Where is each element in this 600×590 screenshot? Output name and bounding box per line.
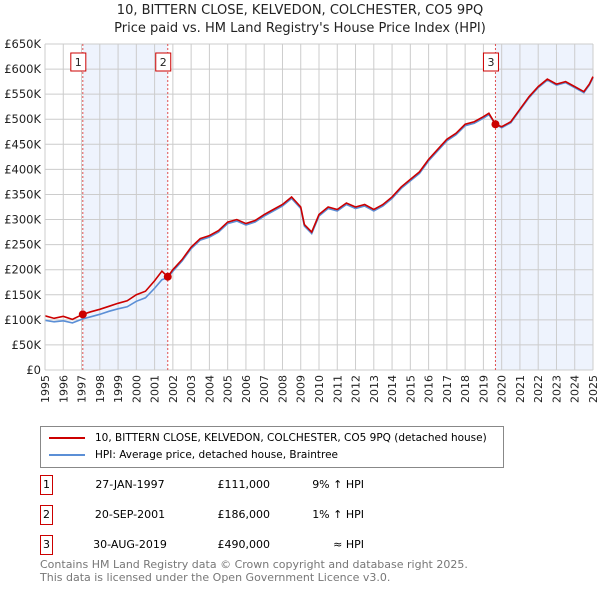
x-tick-label: 2007 <box>258 375 271 403</box>
sale-hpi: ≈ HPI <box>333 538 364 551</box>
x-tick-label: 2001 <box>149 375 162 403</box>
y-tick-label: £500K <box>4 112 41 126</box>
sale-marker-box <box>70 52 87 72</box>
x-tick-label: 2004 <box>203 375 216 403</box>
legend: 10, BITTERN CLOSE, KELVEDON, COLCHESTER,… <box>40 426 504 468</box>
sale-marker-label: 1 <box>75 56 82 69</box>
footer-line: This data is licensed under the Open Gov… <box>40 571 391 584</box>
x-tick-label: 2018 <box>459 375 472 403</box>
x-tick-label: 2015 <box>404 375 417 403</box>
sale-marker-box <box>155 52 172 72</box>
x-tick-label: 1997 <box>76 375 89 403</box>
y-tick-label: £200K <box>4 263 41 277</box>
footer: Contains HM Land Registry data © Crown c… <box>40 558 468 584</box>
sale-marker-label: 3 <box>487 56 494 69</box>
y-tick-label: £100K <box>4 313 41 327</box>
x-tick-label: 1999 <box>112 375 125 403</box>
x-tick-label: 2019 <box>477 375 490 403</box>
y-tick-label: £600K <box>4 62 41 76</box>
chart-subtitle: Price paid vs. HM Land Registry's House … <box>114 21 486 36</box>
x-tick-label: 2016 <box>423 375 436 403</box>
y-tick-label: £50K <box>12 338 42 352</box>
x-tick-label: 2013 <box>368 375 381 403</box>
y-tick-label: £650K <box>4 37 41 51</box>
legend-item-property: 10, BITTERN CLOSE, KELVEDON, COLCHESTER,… <box>49 432 487 444</box>
shaded-region <box>495 44 593 370</box>
x-tick-label: 2006 <box>240 375 253 403</box>
chart-title: 10, BITTERN CLOSE, KELVEDON, COLCHESTER,… <box>116 3 484 18</box>
y-tick-label: £450K <box>4 137 41 151</box>
y-tick-label: £0 <box>26 363 41 377</box>
sale-point <box>78 310 87 319</box>
x-tick-label: 2014 <box>386 375 399 403</box>
x-tick-label: 2000 <box>130 375 143 403</box>
sale-price: £111,000 <box>217 478 271 491</box>
legend-swatch-red <box>49 437 85 439</box>
legend-label: HPI: Average price, detached house, Brai… <box>95 449 339 461</box>
sale-price: £186,000 <box>217 508 271 521</box>
x-tick-label: 2022 <box>532 375 545 403</box>
x-tick-label: 2002 <box>167 375 180 403</box>
legend-label: 10, BITTERN CLOSE, KELVEDON, COLCHESTER,… <box>95 432 487 444</box>
sale-marker-label: 3 <box>40 535 53 555</box>
sale-marker-label: 2 <box>160 56 167 69</box>
x-tick-label: 2003 <box>185 375 198 403</box>
sale-row: 1 27-JAN-1997 £111,000 9% ↑ HPI <box>40 475 560 495</box>
sale-marker-box <box>482 52 499 72</box>
x-tick-label: 1995 <box>39 375 52 403</box>
sale-date: 30-AUG-2019 <box>93 538 167 551</box>
x-tick-label: 1998 <box>94 375 107 403</box>
sale-row: 3 30-AUG-2019 £490,000 ≈ HPI <box>40 535 560 555</box>
sale-price: £490,000 <box>217 538 271 551</box>
x-tick-label: 2021 <box>514 375 527 403</box>
legend-item-hpi: HPI: Average price, detached house, Brai… <box>49 449 338 461</box>
footer-line: Contains HM Land Registry data © Crown c… <box>40 558 468 571</box>
sale-point <box>491 120 500 129</box>
legend-swatch-blue <box>49 454 85 456</box>
x-tick-label: 2025 <box>587 375 600 403</box>
sale-date: 20-SEP-2001 <box>94 508 166 521</box>
x-tick-label: 2009 <box>295 375 308 403</box>
x-tick-label: 2023 <box>550 375 563 403</box>
y-tick-label: £350K <box>4 187 41 201</box>
sale-hpi: 1% ↑ HPI <box>312 508 364 521</box>
sale-point <box>163 272 172 281</box>
x-tick-label: 2012 <box>350 375 363 403</box>
y-tick-label: £300K <box>4 213 41 227</box>
x-tick-label: 2010 <box>313 375 326 403</box>
x-tick-label: 2020 <box>496 375 509 403</box>
x-tick-label: 2024 <box>569 375 582 403</box>
y-tick-label: £150K <box>4 288 41 302</box>
x-tick-label: 2005 <box>222 375 235 403</box>
y-tick-label: £400K <box>4 162 41 176</box>
y-tick-label: £550K <box>4 87 41 101</box>
y-tick-label: £250K <box>4 238 41 252</box>
x-tick-label: 1996 <box>57 375 70 403</box>
price-chart: 1995 1996 1997 1998 1999 2000 2001 2002 2003 2004… <box>4 37 600 403</box>
sale-row: 2 20-SEP-2001 £186,000 1% ↑ HPI <box>40 505 560 525</box>
price-line <box>44 76 594 321</box>
sale-date: 27-JAN-1997 <box>95 478 165 491</box>
sale-hpi: 9% ↑ HPI <box>312 478 364 491</box>
x-tick-label: 2011 <box>331 375 344 403</box>
x-tick-label: 2008 <box>276 375 289 403</box>
sale-marker-label: 1 <box>40 475 53 495</box>
sale-marker-label: 2 <box>40 505 53 525</box>
x-tick-label: 2017 <box>441 375 454 403</box>
